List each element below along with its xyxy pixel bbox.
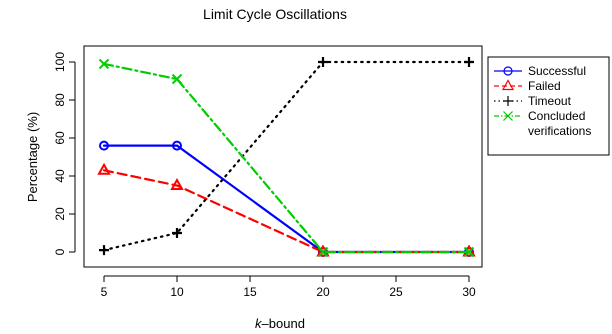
y-tick-label: 100 (53, 52, 67, 72)
series-line (102, 60, 471, 252)
data-point (463, 246, 475, 258)
data-point (318, 57, 328, 67)
series-layer (97, 57, 476, 258)
data-point (98, 58, 110, 70)
y-axis-label: Percentage (%) (25, 112, 40, 202)
y-tick-label: 20 (53, 207, 67, 221)
x-tick-label: 25 (389, 285, 403, 299)
data-point (99, 140, 109, 151)
plot-frame (83, 45, 483, 268)
series-line (102, 62, 471, 254)
x-tick-label: 20 (316, 285, 330, 299)
legend-marker (503, 111, 513, 121)
x-axis-label-rest: –bound (262, 316, 305, 331)
legend-item: Failed (494, 79, 561, 93)
legend-label: Timeout (528, 94, 572, 108)
y-axis: 0 20 40 60 80 100 (53, 52, 76, 255)
legend-marker (501, 79, 515, 91)
x-tick-label: 10 (170, 285, 184, 299)
y-tick-label: 0 (53, 248, 67, 255)
x-tick-label: 15 (243, 285, 257, 299)
x-tick-label: 30 (462, 285, 476, 299)
legend-marker (503, 66, 513, 76)
series-concluded-verifications (98, 58, 475, 258)
data-point (172, 228, 182, 238)
data-point (316, 244, 330, 257)
x-tick-label: 5 (101, 285, 108, 299)
y-tick-label: 40 (53, 169, 67, 183)
data-point (317, 246, 329, 258)
series-failed (97, 162, 476, 257)
data-point (171, 73, 183, 85)
data-point (97, 162, 111, 175)
data-point (99, 245, 109, 256)
series-line (102, 169, 471, 254)
legend: SuccessfulFailedTimeoutConcludedverifica… (487, 56, 610, 156)
data-point (170, 177, 184, 190)
chart-title: Limit Cycle Oscillations (203, 6, 347, 22)
legend-marker (503, 96, 513, 106)
x-axis: 5 10 15 20 25 30 (101, 275, 476, 299)
legend-label: Concluded (528, 109, 585, 123)
data-point (464, 57, 474, 67)
y-tick-label: 80 (53, 93, 67, 107)
series-timeout (99, 57, 474, 256)
legend-label: Failed (528, 79, 561, 93)
legend-label: Successful (528, 64, 586, 78)
x-axis-label: k–bound (255, 316, 305, 331)
x-axis-label-italic: k (255, 316, 263, 331)
legend-item: Successful (494, 64, 586, 78)
y-tick-label: 60 (53, 131, 67, 145)
legend-item: Timeout (494, 94, 572, 108)
data-point (172, 140, 182, 151)
legend-label: verifications (528, 124, 591, 138)
